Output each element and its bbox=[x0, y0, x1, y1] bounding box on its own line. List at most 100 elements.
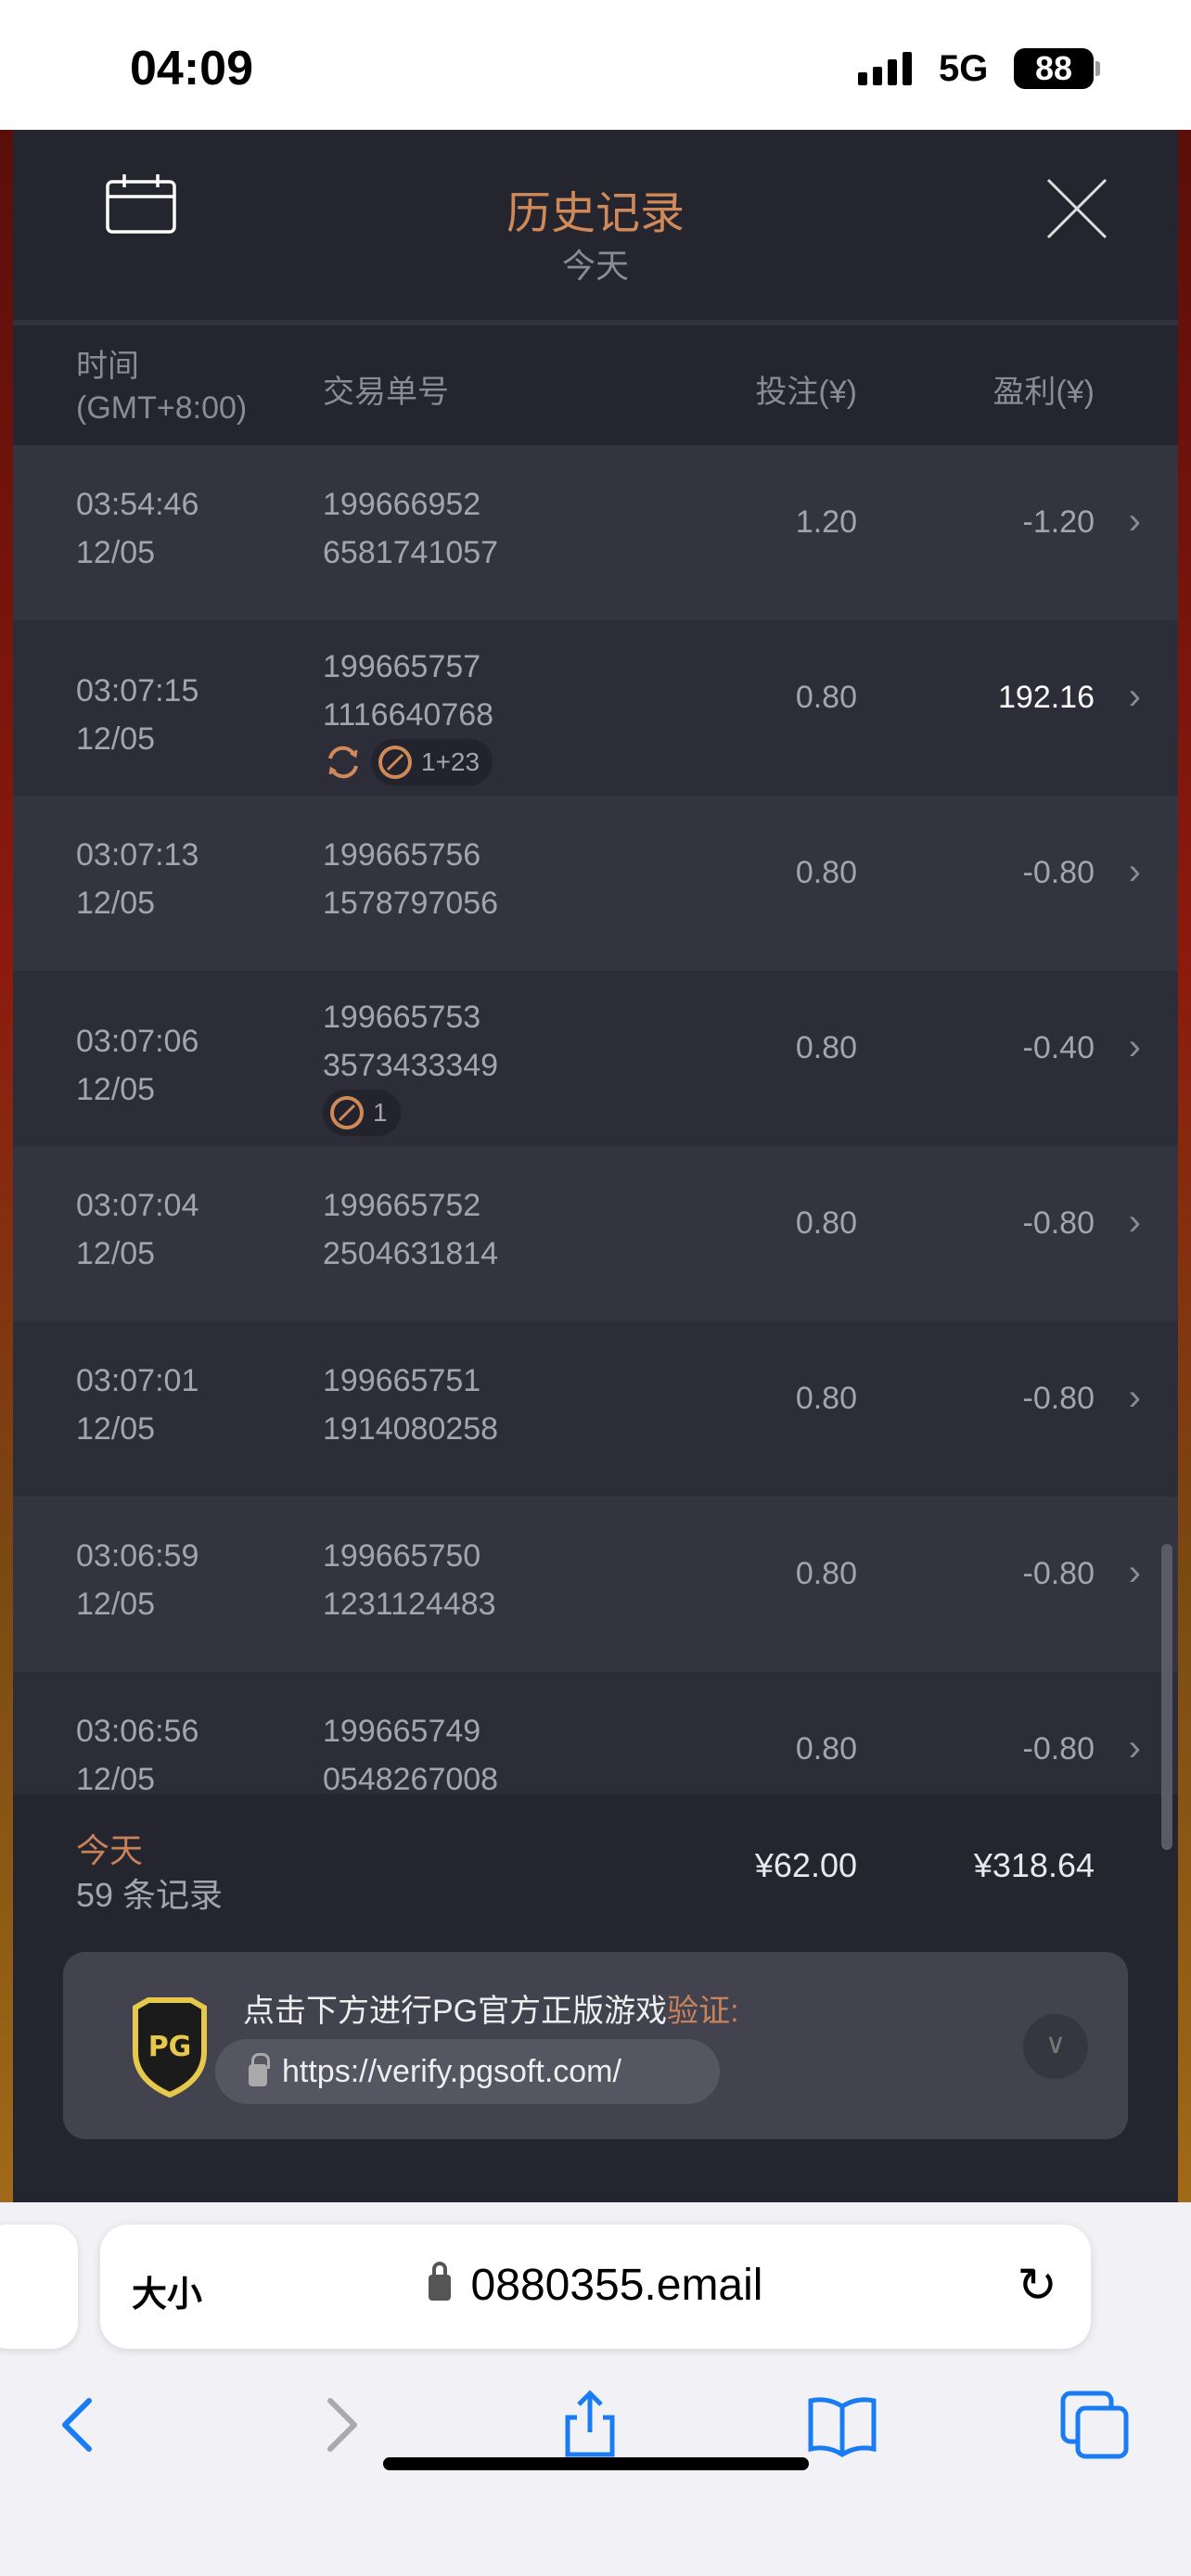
history-row[interactable]: 03:06:59 12/05 199665750 1231124483 0.80 -0.8… bbox=[13, 1497, 1178, 1672]
order-id-part2: 2504631814 bbox=[323, 1236, 499, 1271]
order-id-part1: 199665752 bbox=[323, 1188, 481, 1223]
order-id-part1: 199665749 bbox=[323, 1714, 481, 1749]
date: 12/05 bbox=[76, 1411, 156, 1447]
chevron-right-icon[interactable]: › bbox=[1128, 1728, 1141, 1768]
bet-amount: 0.80 bbox=[795, 1556, 857, 1591]
row-order: 199665756 1578797056 bbox=[323, 831, 498, 927]
chevron-right-icon[interactable]: › bbox=[1128, 1027, 1141, 1067]
calendar-icon[interactable] bbox=[106, 174, 176, 234]
chevron-down-icon[interactable]: ∨ bbox=[1023, 2014, 1088, 2079]
row-order: 199665753 3573433349 1 bbox=[323, 993, 498, 1136]
free-spin-icon bbox=[378, 746, 412, 779]
order-id-part1: 199665750 bbox=[323, 1538, 481, 1574]
profit-amount: -0.80 bbox=[1022, 1556, 1095, 1591]
order-id-part2: 3573433349 bbox=[323, 1048, 499, 1083]
profit-amount: 192.16 bbox=[998, 680, 1095, 715]
date: 12/05 bbox=[76, 1587, 156, 1622]
order-id-part1: 199665756 bbox=[323, 837, 481, 873]
close-icon[interactable] bbox=[1044, 176, 1109, 241]
clock: 04:09 bbox=[130, 42, 253, 96]
home-indicator bbox=[383, 2457, 809, 2470]
row-badges: 1 bbox=[323, 1090, 498, 1136]
time: 03:06:59 bbox=[76, 1538, 199, 1574]
order-id-part2: 0548267008 bbox=[323, 1762, 499, 1794]
date: 12/05 bbox=[76, 886, 156, 921]
row-order: 199665757 1116640768 1+23 bbox=[323, 643, 493, 785]
chevron-right-icon[interactable]: › bbox=[1128, 851, 1141, 892]
profit-amount: -0.80 bbox=[1022, 1381, 1095, 1416]
modal-title: 历史记录 bbox=[506, 189, 685, 238]
chevron-right-icon[interactable]: › bbox=[1128, 1377, 1141, 1418]
bet-amount: 1.20 bbox=[795, 504, 857, 540]
row-time: 03:07:06 12/05 bbox=[76, 1017, 198, 1114]
history-row[interactable]: 03:07:06 12/05 199665753 3573433349 1 0.80 -0.… bbox=[13, 971, 1178, 1146]
history-row[interactable]: 03:07:04 12/05 199665752 2504631814 0.80 -0.8… bbox=[13, 1146, 1178, 1321]
row-time: 03:06:56 12/05 bbox=[76, 1707, 198, 1794]
history-row[interactable]: 03:54:46 12/05 199666952 6581741057 1.20 -1.2… bbox=[13, 445, 1178, 620]
summary-footer: 今天 59 条记录 ¥62.00 ¥318.64 bbox=[13, 1794, 1178, 1943]
date-filter[interactable]: 今天 bbox=[561, 247, 629, 285]
order-id-part1: 199665751 bbox=[323, 1363, 481, 1398]
order-id-part2: 1231124483 bbox=[323, 1587, 496, 1622]
time: 03:07:13 bbox=[76, 837, 199, 873]
free-spin-badge: 1 bbox=[323, 1090, 401, 1136]
bet-amount: 0.80 bbox=[795, 855, 857, 890]
chevron-right-icon[interactable]: › bbox=[1128, 1202, 1141, 1243]
chevron-right-icon[interactable]: › bbox=[1128, 676, 1141, 717]
row-time: 03:54:46 12/05 bbox=[76, 480, 198, 577]
history-row[interactable]: 03:07:15 12/05 199665757 1116640768 1+23 0.80… bbox=[13, 620, 1178, 796]
bet-amount: 0.80 bbox=[795, 1381, 857, 1416]
date: 12/05 bbox=[76, 1236, 156, 1271]
svg-text:PG: PG bbox=[148, 2031, 192, 2063]
bookmarks-icon[interactable] bbox=[805, 2388, 879, 2462]
domain: 0880355.email bbox=[470, 2261, 763, 2310]
tabs-icon[interactable] bbox=[1057, 2388, 1132, 2462]
forward-icon[interactable] bbox=[302, 2388, 377, 2462]
history-row[interactable]: 03:07:13 12/05 199665756 1578797056 0.80 -0.8… bbox=[13, 796, 1178, 971]
row-order: 199665750 1231124483 bbox=[323, 1532, 496, 1628]
respin-icon bbox=[328, 746, 358, 779]
divider bbox=[13, 320, 1178, 325]
row-order: 199665751 1914080258 bbox=[323, 1357, 498, 1453]
previous-tab[interactable] bbox=[0, 2225, 78, 2349]
history-row[interactable]: 03:06:56 12/05 199665749 0548267008 0.80 -0.8… bbox=[13, 1672, 1178, 1794]
free-spin-icon bbox=[330, 1096, 364, 1129]
row-time: 03:07:15 12/05 bbox=[76, 667, 198, 763]
share-icon[interactable] bbox=[553, 2388, 627, 2462]
chevron-right-icon[interactable]: › bbox=[1128, 1552, 1141, 1593]
scrollbar[interactable] bbox=[1161, 1544, 1172, 1850]
col-order: 交易单号 bbox=[323, 375, 449, 410]
text-size-button[interactable]: 大小 bbox=[132, 2276, 203, 2315]
free-spin-badge: 1+23 bbox=[371, 739, 493, 785]
browser-bar: 大小 0880355.email ↻ bbox=[0, 2202, 1191, 2576]
battery-icon: 88 bbox=[1014, 48, 1094, 89]
back-icon[interactable] bbox=[43, 2388, 117, 2462]
history-row[interactable]: 03:07:01 12/05 199665751 1914080258 0.80 -0.8… bbox=[13, 1321, 1178, 1497]
summary-period: 今天 bbox=[76, 1831, 144, 1869]
time: 03:07:01 bbox=[76, 1363, 199, 1398]
row-order: 199665752 2504631814 bbox=[323, 1181, 498, 1278]
record-count: 59 条记录 bbox=[76, 1876, 224, 1914]
reload-icon[interactable]: ↻ bbox=[1017, 2259, 1057, 2313]
col-timezone: (GMT+8:00) bbox=[76, 390, 248, 426]
verify-link[interactable]: https://verify.pgsoft.com/ bbox=[215, 2039, 720, 2104]
order-id-part2: 6581741057 bbox=[323, 535, 499, 570]
bet-amount: 0.80 bbox=[795, 1030, 857, 1065]
table-header: 时间 (GMT+8:00) 交易单号 投注(¥) 盈利(¥) bbox=[13, 325, 1178, 445]
address-bar[interactable]: 大小 0880355.email ↻ bbox=[100, 2225, 1091, 2349]
col-bet: 投注(¥) bbox=[755, 375, 857, 410]
time: 03:54:46 bbox=[76, 487, 199, 522]
profit-amount: -0.80 bbox=[1022, 855, 1095, 890]
verify-card: PG 点击下方进行PG官方正版游戏验证: https://verify.pgso… bbox=[63, 1952, 1128, 2139]
chevron-right-icon[interactable]: › bbox=[1128, 501, 1141, 542]
time: 03:07:06 bbox=[76, 1024, 199, 1059]
bet-amount: 0.80 bbox=[795, 1205, 857, 1241]
time: 03:07:15 bbox=[76, 673, 199, 708]
lock-icon bbox=[249, 2053, 270, 2086]
order-id-part2: 1914080258 bbox=[323, 1411, 499, 1447]
verify-message: 点击下方进行PG官方正版游戏 bbox=[243, 1994, 668, 2029]
profit-amount: -0.40 bbox=[1022, 1030, 1095, 1065]
row-time: 03:07:13 12/05 bbox=[76, 831, 198, 927]
row-order: 199666952 6581741057 bbox=[323, 480, 498, 577]
col-profit: 盈利(¥) bbox=[992, 375, 1095, 410]
